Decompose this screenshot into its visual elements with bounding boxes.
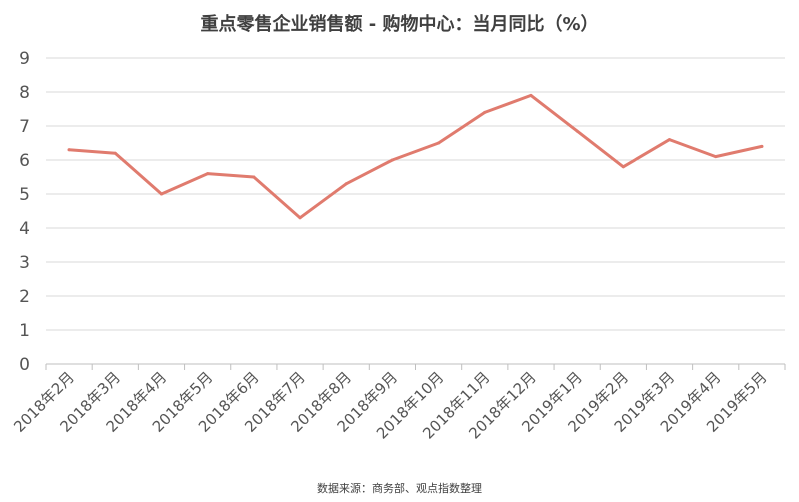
data-point	[298, 216, 302, 220]
y-tick-label: 6	[19, 151, 30, 171]
data-point	[483, 110, 487, 114]
chart-title: 重点零售企业销售额 - 购物中心：当月同比（%）	[200, 14, 599, 35]
data-point	[621, 165, 625, 169]
data-point	[159, 192, 163, 196]
y-tick-label: 9	[19, 49, 30, 69]
data-point	[113, 151, 117, 155]
y-tick-label: 1	[19, 321, 30, 341]
y-tick-label: 5	[19, 185, 30, 205]
data-point	[714, 155, 718, 159]
data-point	[67, 148, 71, 152]
data-point	[390, 158, 394, 162]
data-point	[344, 182, 348, 186]
series-layer	[67, 93, 764, 220]
data-point	[668, 138, 672, 142]
y-tick-label: 2	[19, 287, 30, 307]
y-tick-label: 7	[19, 117, 30, 137]
y-tick-label: 0	[19, 355, 30, 375]
data-point	[437, 141, 441, 145]
source-note: 数据来源：商务部、观点指数整理	[317, 482, 482, 495]
data-point	[252, 175, 256, 179]
y-tick-label: 3	[19, 253, 30, 273]
y-axis: 0 1 2 3 4 5 6 7 8 9	[19, 49, 30, 375]
data-point	[760, 144, 764, 148]
data-point	[206, 172, 210, 176]
y-tick-label: 4	[19, 219, 30, 239]
series-line-0	[67, 93, 764, 220]
y-tick-label: 8	[19, 83, 30, 103]
gridlines	[46, 57, 785, 365]
data-point	[575, 129, 579, 133]
data-point	[529, 93, 533, 97]
x-axis: 2018年2月2018年3月2018年4月2018年5月2018年6月2018年…	[10, 364, 786, 443]
